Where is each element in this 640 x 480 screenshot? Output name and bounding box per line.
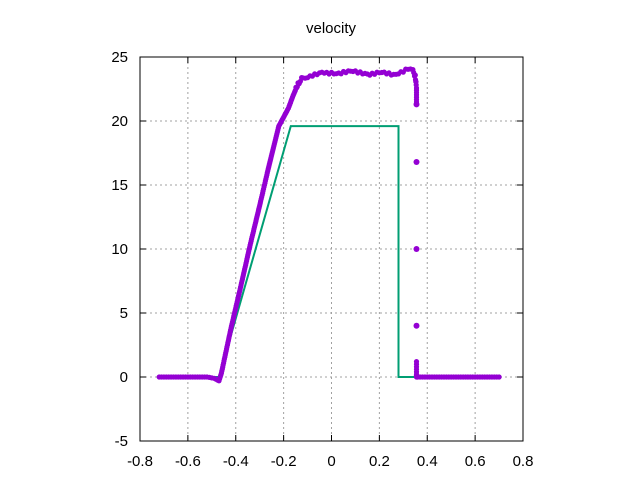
velocity-point — [412, 72, 418, 78]
series-layer — [156, 66, 502, 384]
x-tick-label: -0.8 — [127, 453, 153, 470]
y-tick-label: 10 — [111, 241, 128, 258]
numerical-velocity-points — [156, 66, 502, 384]
y-tick-label: -5 — [115, 433, 128, 450]
x-tick-label: -0.4 — [223, 453, 249, 470]
y-tick-label: 0 — [120, 369, 128, 386]
y-tick-labels: -5 0 5 10 15 20 25 — [111, 49, 128, 450]
velocity-point — [413, 246, 420, 252]
velocity-point — [413, 101, 420, 108]
x-tick-label: 0.6 — [465, 453, 486, 470]
analytic-velocity-line — [159, 125, 500, 378]
y-tick-label: 20 — [111, 113, 128, 130]
tick-marks — [139, 56, 524, 442]
y-tick-label: 5 — [120, 305, 128, 322]
x-tick-label: 0.2 — [369, 453, 390, 470]
x-tick-label: -0.2 — [271, 453, 297, 470]
x-tick-label: -0.6 — [175, 453, 201, 470]
y-tick-label: 15 — [111, 177, 128, 194]
x-tick-label: 0 — [327, 453, 335, 470]
grid-lines — [140, 57, 523, 441]
x-tick-label: 0.8 — [513, 453, 534, 470]
velocity-point — [413, 322, 420, 329]
y-tick-label: 25 — [111, 49, 128, 66]
chart-title: velocity — [306, 20, 357, 37]
velocity-point — [413, 159, 420, 165]
x-tick-label: 0.4 — [417, 453, 438, 470]
x-tick-labels: -0.8 -0.6 -0.4 -0.2 0 0.2 0.4 0.6 0.8 — [127, 453, 533, 470]
velocity-point — [496, 374, 502, 380]
